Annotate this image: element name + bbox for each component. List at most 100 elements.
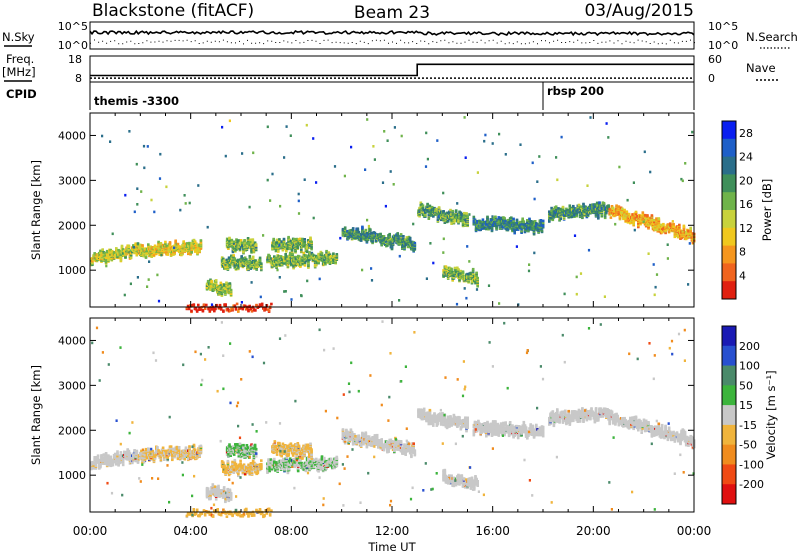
power-scatter-cell — [143, 166, 146, 170]
power-echo-cell — [364, 228, 368, 232]
power-echo-cell — [104, 260, 108, 263]
power-scatter-cell — [586, 184, 589, 187]
power-echo-cell — [232, 242, 236, 245]
power-echo-cell — [224, 303, 227, 306]
cpid-segment-themis: themis -3300 — [94, 94, 179, 108]
freq-tick-bottom: 8 — [75, 72, 82, 85]
power-scatter-cell — [680, 177, 683, 181]
power-echo-cell — [497, 216, 501, 219]
power-echo-cell — [361, 225, 364, 229]
cpid-segment-rbsp: rbsp 200 — [547, 84, 604, 98]
power-echo-cell — [597, 213, 600, 216]
power-echo-cell — [430, 205, 434, 209]
power-echo-cell — [494, 215, 497, 219]
power-echo-cell — [365, 232, 369, 235]
power-echo-cell — [426, 205, 429, 209]
power-echo-cell — [251, 238, 255, 241]
power-scatter-cell — [688, 242, 691, 245]
power-echo-cell — [284, 253, 287, 256]
power-echo-cell — [550, 209, 553, 212]
power-scatter-cell — [573, 234, 577, 237]
power-scatter-cell — [476, 171, 479, 174]
power-echo-cell — [457, 268, 460, 271]
power-scatter-cell — [221, 125, 224, 129]
power-echo-cell — [157, 240, 160, 244]
power-scatter-cell — [165, 185, 168, 189]
power-echo-cell — [237, 239, 241, 242]
power-echo-cell — [264, 307, 267, 310]
power-echo-cell — [475, 274, 478, 277]
power-scatter-cell — [289, 134, 292, 137]
power-echo-cell — [598, 201, 601, 204]
nsearch-trace — [90, 39, 695, 45]
power-echo-cell — [271, 247, 274, 250]
power-scatter-cell — [366, 118, 369, 121]
freq-traces — [90, 63, 694, 79]
power-echo-cell — [195, 309, 199, 312]
power-echo-cell — [554, 205, 558, 208]
power-echo-cell — [310, 240, 313, 244]
power-echo-cell — [129, 256, 133, 260]
power-scatter-cell — [442, 191, 445, 195]
power-echo-cell — [405, 236, 409, 239]
power-echo-cell — [127, 244, 131, 248]
power-scatter-cell — [197, 184, 200, 187]
power-echo-cell — [239, 306, 242, 310]
power-scatter-cell — [654, 285, 657, 289]
power-echo-cell — [419, 201, 423, 205]
power-echo-cell — [472, 215, 476, 219]
power-echo-cell — [235, 238, 238, 241]
power-echo-cell — [301, 237, 304, 241]
power-echo-cell — [359, 239, 363, 242]
power-echo-cell — [185, 306, 189, 310]
power-echo-cell — [528, 217, 531, 221]
power-echo-cell — [315, 262, 318, 266]
power-scatter-cell — [372, 145, 375, 148]
power-echo-cell — [274, 256, 277, 260]
power-echo-cell — [287, 235, 290, 239]
power-scatter-cell — [465, 296, 468, 300]
power-echo-cell — [247, 308, 250, 312]
power-echo-cell — [659, 223, 663, 227]
power-echo-cell — [475, 271, 478, 275]
power-scatter-cell — [262, 234, 265, 237]
power-scatter-cell — [303, 178, 306, 181]
power-echo-cell — [237, 258, 240, 262]
power-echo-cell — [657, 217, 661, 220]
power-scatter-cell — [206, 225, 209, 229]
power-echo-cell — [631, 213, 634, 216]
power-echo-cell — [150, 255, 153, 258]
power-echo-cell — [197, 303, 200, 307]
power-scatter-cell — [136, 187, 139, 190]
power-echo-cell — [490, 226, 494, 229]
power-scatter-cell — [160, 253, 163, 257]
power-echo-cell — [600, 213, 604, 216]
station-title: Blackstone (fitACF) — [92, 1, 254, 21]
power-echo-cell — [219, 281, 223, 285]
nave-tick-top: 60 — [708, 53, 722, 66]
power-echo-cell — [312, 254, 316, 257]
power-scatter-cell — [515, 245, 518, 248]
power-echo-cell — [615, 204, 618, 207]
power-scatter-cell — [308, 244, 311, 247]
power-echo-cell — [303, 261, 307, 264]
power-scatter-cell — [318, 277, 321, 281]
power-echo-cell — [650, 214, 654, 217]
power-echo-cell — [449, 208, 452, 212]
power-echo-cell — [623, 210, 626, 214]
power-echo-cell — [303, 240, 306, 244]
power-scatter-cell — [468, 213, 471, 216]
power-echo-cell — [222, 257, 225, 261]
power-scatter-cell — [642, 220, 645, 224]
power-echo-cell — [174, 239, 177, 243]
power-echo-cell — [656, 230, 659, 233]
nave-label: Nave — [746, 61, 776, 75]
power-echo-cell — [107, 258, 110, 261]
power-echo-cell — [564, 214, 567, 217]
power-echo-cell — [201, 309, 205, 312]
power-scatter-cell — [398, 299, 401, 302]
power-scatter-cell — [276, 268, 279, 272]
noise-tick-right-top: 10^5 — [708, 20, 738, 33]
power-echo-cell — [165, 244, 168, 248]
power-echo-cell — [305, 246, 309, 249]
